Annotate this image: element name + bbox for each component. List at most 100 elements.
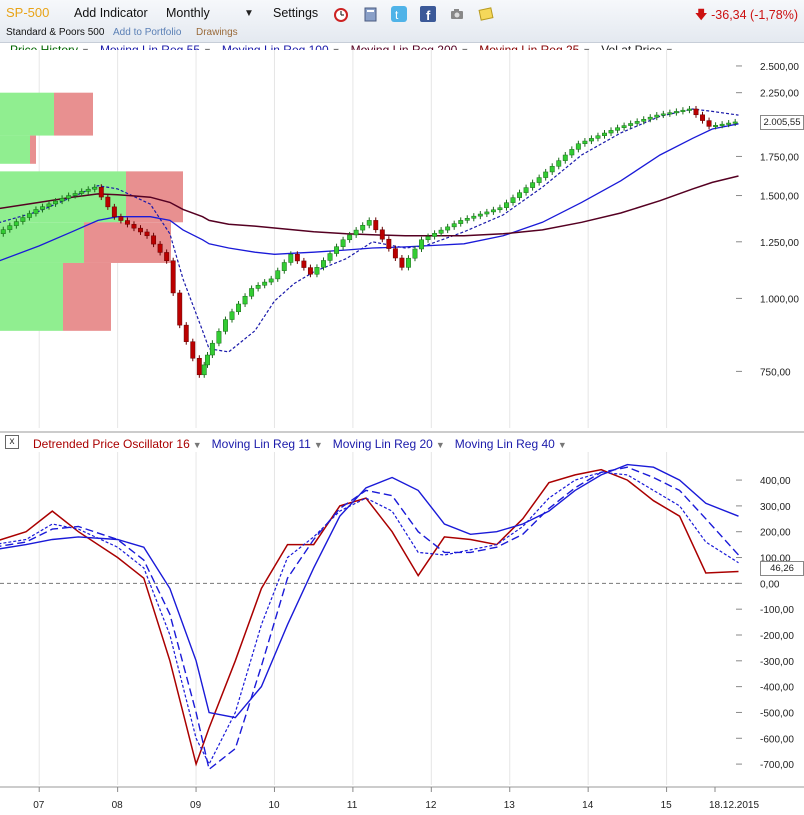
alarm-clock-icon[interactable] bbox=[333, 6, 349, 22]
candle-up bbox=[621, 125, 627, 128]
x-axis-label: 07 bbox=[33, 800, 45, 811]
chevron-down-icon[interactable]: ▼ bbox=[192, 440, 202, 450]
price-axis-label: 2.500,00 bbox=[760, 62, 799, 73]
candle-up bbox=[510, 197, 516, 203]
candle-up bbox=[595, 135, 601, 139]
osc-axis-label: -100,00 bbox=[760, 605, 794, 616]
candle-up bbox=[464, 218, 470, 221]
osc-axis-label: 100,00 bbox=[760, 554, 791, 565]
candle-up bbox=[53, 200, 58, 205]
candle-up bbox=[490, 209, 496, 213]
price-panel: 2.500,00 2.250,00 1.750,00 1.500,00 1.250,00… bbox=[0, 50, 804, 433]
svg-text:f: f bbox=[426, 8, 431, 22]
candle-up bbox=[79, 191, 85, 194]
candle-down bbox=[164, 252, 170, 262]
close-panel-icon[interactable]: x bbox=[5, 435, 19, 449]
candle-up bbox=[445, 226, 451, 231]
candle-up bbox=[660, 113, 666, 116]
candle-down bbox=[98, 186, 104, 198]
settings-button[interactable]: Settings bbox=[273, 6, 319, 20]
candle-up bbox=[425, 236, 431, 241]
candle-up bbox=[602, 132, 607, 136]
candle-up bbox=[719, 123, 725, 126]
line-moving-lin-reg-25 bbox=[0, 108, 739, 353]
candle-up bbox=[615, 127, 621, 131]
candle-up bbox=[582, 140, 588, 144]
candle-down bbox=[379, 229, 385, 240]
candle-up bbox=[477, 213, 483, 217]
candle-down bbox=[177, 292, 183, 326]
x-axis-label: 09 bbox=[190, 800, 202, 811]
candle-up bbox=[732, 121, 738, 124]
vap-up-bar bbox=[0, 135, 30, 164]
osc-axis-label: -300,00 bbox=[760, 657, 794, 668]
add-to-portfolio-link[interactable]: Add to Portfolio bbox=[113, 27, 182, 38]
x-axis-label: 14 bbox=[582, 800, 594, 811]
osc-axis-label: 300,00 bbox=[760, 502, 791, 513]
candle-up bbox=[360, 224, 366, 231]
candle-up bbox=[634, 121, 640, 124]
candle-down bbox=[138, 227, 143, 233]
candle-up bbox=[523, 187, 529, 193]
osc-line-moving-lin-reg-11 bbox=[0, 471, 739, 766]
x-axis-label: 08 bbox=[112, 800, 124, 811]
candle-down bbox=[111, 206, 117, 217]
price-change: 🡇 -36,34 (-1,78%) bbox=[695, 6, 798, 27]
candle-down bbox=[373, 220, 379, 231]
vap-down-bar bbox=[84, 222, 171, 263]
line-moving-lin-reg-200 bbox=[0, 175, 739, 237]
candle-up bbox=[497, 207, 503, 211]
candle-up bbox=[451, 223, 457, 228]
candle-up bbox=[13, 221, 19, 226]
candle-up bbox=[288, 254, 294, 263]
candle-up bbox=[242, 295, 248, 305]
price-axis-label: 2.250,00 bbox=[760, 89, 799, 100]
twitter-icon[interactable]: t bbox=[391, 6, 407, 22]
osc-axis-label: -600,00 bbox=[760, 734, 794, 745]
candle-up bbox=[556, 160, 562, 167]
candle-up bbox=[216, 331, 222, 344]
vap-up-bar bbox=[0, 92, 54, 136]
candle-down bbox=[307, 267, 313, 275]
osc-legend-item[interactable]: Moving Lin Reg 40 ▼ bbox=[455, 437, 567, 451]
osc-legend-item[interactable]: Detrended Price Oscillator 16 ▼ bbox=[33, 437, 202, 451]
candle-up bbox=[549, 166, 555, 173]
candle-up bbox=[314, 267, 320, 275]
candle-up bbox=[543, 171, 549, 178]
facebook-icon[interactable]: f bbox=[420, 6, 436, 23]
candle-up bbox=[726, 122, 732, 125]
chevron-down-icon[interactable]: ▼ bbox=[435, 440, 445, 450]
candle-up bbox=[432, 233, 438, 237]
chevron-down-icon[interactable]: ▼ bbox=[557, 440, 567, 450]
x-axis-label: 18.12.2015 bbox=[709, 800, 759, 811]
note-icon[interactable] bbox=[478, 6, 494, 22]
candle-up bbox=[405, 257, 411, 268]
candle-up bbox=[667, 112, 673, 115]
candle-down bbox=[170, 260, 176, 294]
candle-up bbox=[281, 262, 287, 271]
symbol-field[interactable]: SP-500 bbox=[6, 5, 50, 20]
osc-legend-item[interactable]: Moving Lin Reg 20 ▼ bbox=[333, 437, 445, 451]
candle-up bbox=[484, 211, 490, 215]
oscillator-panel: 400,00 300,00 200,00 100,00 0,00 -100,00 -200,… bbox=[0, 452, 794, 785]
drawings-link[interactable]: Drawings bbox=[196, 27, 238, 38]
osc-line-moving-lin-reg-20 bbox=[0, 466, 740, 771]
add-indicator-button[interactable]: Add Indicator bbox=[74, 6, 148, 20]
chevron-down-icon[interactable]: ▼ bbox=[244, 8, 254, 19]
candle-down bbox=[105, 196, 111, 208]
camera-icon[interactable] bbox=[449, 6, 465, 22]
osc-legend-item[interactable]: Moving Lin Reg 11 ▼ bbox=[212, 437, 323, 451]
chevron-down-icon[interactable]: ▼ bbox=[313, 440, 323, 450]
period-select[interactable]: Monthly bbox=[166, 6, 210, 20]
last-price-label: 2.005,55 bbox=[760, 115, 804, 130]
price-axis-label: 1.750,00 bbox=[760, 152, 799, 163]
arrow-down-icon: 🡇 bbox=[694, 8, 708, 22]
svg-text:t: t bbox=[395, 8, 399, 22]
candle-down bbox=[294, 254, 300, 262]
candle-up bbox=[249, 288, 255, 297]
notebook-icon[interactable] bbox=[362, 6, 378, 22]
candle-up bbox=[419, 239, 424, 250]
candle-up bbox=[236, 303, 241, 313]
candle-up bbox=[438, 229, 444, 234]
last-oscillator-label: 46,26 bbox=[760, 561, 804, 576]
